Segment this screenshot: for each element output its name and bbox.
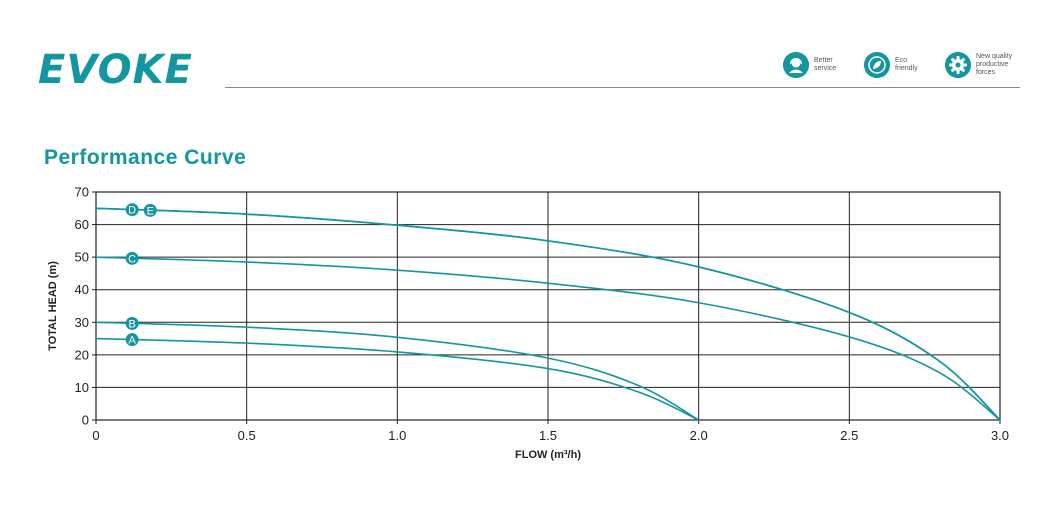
series-line-b xyxy=(95,321,700,421)
y-tick-label: 20 xyxy=(75,347,89,362)
badge-label: Eco friendly xyxy=(895,57,918,72)
y-tick-label: 40 xyxy=(75,282,89,297)
badge-eco-friendly: Eco friendly xyxy=(864,50,947,80)
brand-logo: EVOKE xyxy=(38,47,193,93)
x-tick-label: 0 xyxy=(92,428,99,443)
x-tick-label: 1.0 xyxy=(388,428,406,443)
badge-productive-forces: New quality productive forces xyxy=(945,50,1028,80)
support-agent-icon xyxy=(783,52,809,78)
series-marker-a xyxy=(125,333,139,347)
feature-badges: Better service Eco friendly New quality … xyxy=(783,50,1023,80)
y-tick-label: 10 xyxy=(75,380,89,395)
series-label-c: C xyxy=(128,253,136,265)
eco-leaf-icon xyxy=(864,52,890,78)
x-tick-label: 2.5 xyxy=(840,428,858,443)
x-tick-label: 3.0 xyxy=(991,428,1009,443)
series-label-e: E xyxy=(147,205,154,217)
x-tick-label: 0.5 xyxy=(238,428,256,443)
series-line-e xyxy=(95,207,1001,421)
series-marker-b xyxy=(125,316,139,330)
x-tick-label: 2.0 xyxy=(690,428,708,443)
y-tick-label: 30 xyxy=(75,315,89,330)
series-line-a xyxy=(95,337,700,421)
badge-label: Better service xyxy=(814,57,837,72)
section-title: Performance Curve xyxy=(44,146,247,169)
header-divider xyxy=(225,87,1020,88)
x-axis-label: FLOW (m³/h) xyxy=(515,449,581,461)
x-tick-label: 1.5 xyxy=(539,428,557,443)
performance-chart: 0 0.5 1.0 1.5 2.0 2.5 3.0 0 10 20 30 40 50 60 70 FLOW (… xyxy=(47,185,1009,462)
series-label-b: B xyxy=(128,318,135,330)
series-label-a: A xyxy=(128,335,136,347)
series-marker-e xyxy=(143,203,157,217)
y-axis-label: TOTAL HEAD (m) xyxy=(47,261,59,351)
badge-label: New quality productive forces xyxy=(976,53,1013,76)
y-tick-label: 50 xyxy=(75,250,89,265)
y-tick-label: 60 xyxy=(75,217,89,232)
y-tick-label: 70 xyxy=(75,185,89,200)
y-tick-label: 0 xyxy=(82,413,89,428)
gear-icon xyxy=(945,52,971,78)
series-label-d: D xyxy=(128,205,136,217)
series-marker-c xyxy=(125,251,139,265)
series-marker-d xyxy=(125,203,139,217)
series-line-c xyxy=(95,256,1001,421)
badge-better-service: Better service xyxy=(783,50,866,80)
